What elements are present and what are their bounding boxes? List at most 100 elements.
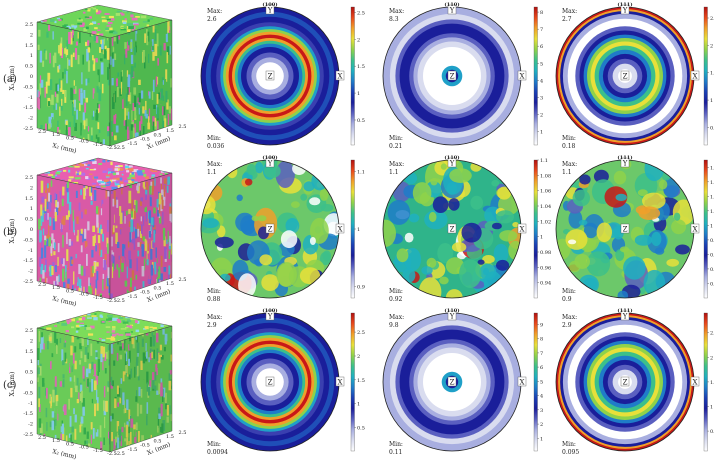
grain: [37, 316, 41, 319]
colorbar: [703, 159, 708, 299]
grain: [169, 45, 171, 55]
grain: [71, 365, 73, 372]
grain: [136, 336, 139, 343]
axis-x-label: X: [693, 73, 698, 81]
colorbar-tick-label: 1: [357, 402, 360, 408]
contour-blob: [623, 256, 646, 280]
grain: [146, 402, 149, 414]
cube-tick-left: -1.5: [93, 448, 103, 454]
grain: [74, 186, 77, 191]
grain: [53, 242, 56, 250]
grain: [169, 26, 171, 33]
grain: [126, 7, 132, 9]
contour-blob: [596, 222, 612, 243]
cube-side-face: [110, 173, 172, 299]
grain: [171, 197, 172, 208]
contour-blob: [578, 219, 588, 226]
grain: [81, 333, 84, 346]
contour-blob: [615, 249, 625, 261]
colorbar-tick-label: 0.94: [540, 281, 551, 287]
grain: [122, 338, 124, 351]
grain: [140, 90, 144, 99]
grain: [139, 108, 142, 116]
grain: [138, 333, 144, 336]
grain: [97, 325, 104, 328]
grain: [93, 262, 96, 273]
grain: [158, 266, 161, 279]
axis-z-label-box: [620, 223, 630, 234]
max-label: Max:: [207, 161, 222, 168]
max-value: 2.9: [562, 322, 572, 329]
grain: [157, 327, 163, 330]
grain: [116, 199, 119, 208]
cube-axis-left-label: X₂ (mm): [52, 295, 78, 308]
grain: [137, 182, 139, 192]
grain: [163, 346, 166, 352]
grain: [55, 318, 61, 322]
grain: [106, 196, 110, 207]
grain: [107, 181, 112, 184]
grain: [71, 332, 75, 343]
grain: [145, 100, 147, 111]
grain: [147, 243, 149, 252]
grain: [162, 197, 166, 206]
grain: [99, 47, 102, 53]
grain: [137, 446, 140, 452]
grain: [42, 228, 45, 236]
grain: [106, 408, 110, 418]
grain: [61, 423, 64, 434]
grain: [45, 185, 48, 194]
grain: [107, 243, 109, 254]
axis-z-label: Z: [623, 73, 628, 81]
grain: [132, 127, 135, 140]
grain: [99, 224, 102, 234]
contour-blob: [615, 193, 627, 201]
colorbar-tick-label: 1.08: [540, 173, 551, 179]
grain: [166, 405, 169, 416]
contour-blob: [642, 192, 666, 210]
contour-blob: [255, 161, 264, 174]
grain: [170, 108, 172, 121]
grain: [100, 62, 104, 75]
grain: [160, 177, 162, 184]
contour-blob: [461, 222, 482, 243]
cube-tick-vertical: -0.5: [23, 84, 33, 90]
grain: [71, 426, 74, 433]
grain: [98, 181, 105, 184]
grain: [135, 109, 139, 116]
grain: [136, 403, 139, 417]
grain: [113, 448, 115, 452]
grain: [47, 183, 49, 189]
grain: [66, 25, 71, 27]
grain: [91, 379, 94, 392]
cube-side-face: [110, 20, 172, 146]
grain: [50, 19, 55, 22]
grain: [48, 116, 52, 128]
grain: [120, 171, 124, 174]
grain: [117, 402, 119, 407]
grain: [69, 318, 75, 322]
axis-z-label-box: [265, 223, 275, 234]
contour-blob: [404, 232, 414, 243]
grain: [52, 55, 55, 68]
grain: [100, 346, 103, 354]
colorbar-tick-label: 6: [540, 365, 543, 371]
grain: [77, 22, 83, 25]
grain: [167, 169, 172, 172]
grain: [135, 29, 138, 41]
grain: [158, 203, 161, 214]
grain: [104, 353, 107, 361]
colorbar-tick-label: 1.06: [540, 189, 551, 195]
grain: [54, 192, 57, 200]
grain: [62, 186, 65, 196]
grain: [46, 201, 49, 210]
contour-blob: [493, 243, 509, 264]
grain: [127, 177, 132, 180]
cube-tick-left: -0.5: [79, 292, 89, 298]
grain: [94, 213, 97, 222]
grain: [59, 312, 63, 316]
grain: [105, 400, 108, 412]
axis-x-label-box: [690, 70, 700, 81]
grain: [55, 103, 58, 110]
colorbar-tick-label: 1: [540, 235, 543, 241]
